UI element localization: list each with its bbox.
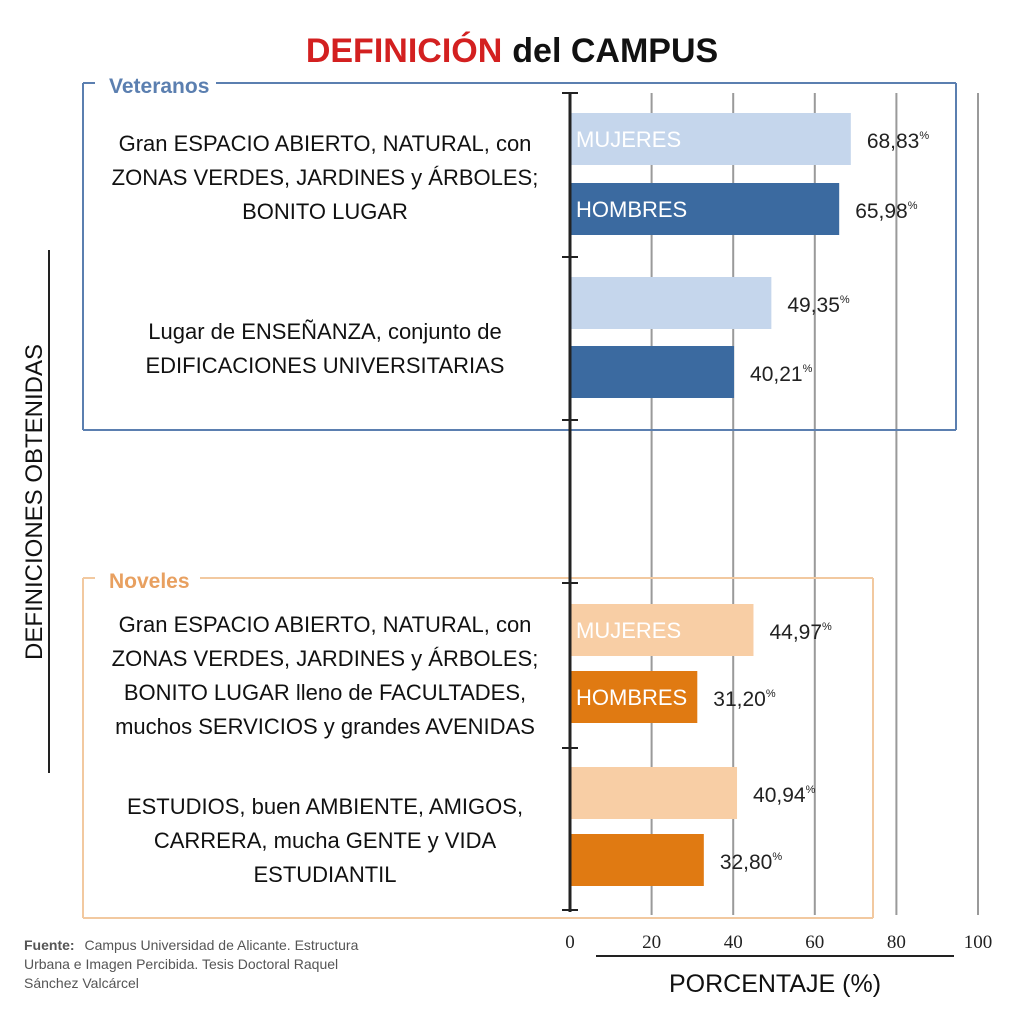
category-label: BONITO LUGAR: [242, 199, 408, 224]
category-label: EDIFICACIONES UNIVERSITARIAS: [146, 353, 505, 378]
category-label: CARRERA, mucha GENTE y VIDA: [154, 828, 497, 853]
category-label: Lugar de ENSEÑANZA, conjunto de: [148, 319, 501, 344]
category-label: ESTUDIOS, buen AMBIENTE, AMIGOS,: [127, 794, 523, 819]
source-note: Fuente: Campus Universidad de Alicante. …: [24, 937, 359, 991]
x-tick-label: 20: [642, 932, 661, 953]
category-label: ZONAS VERDES, JARDINES y ÁRBOLES;: [112, 646, 539, 671]
data-label: 40,94%: [753, 784, 816, 807]
category-label: Gran ESPACIO ABIERTO, NATURAL, con: [119, 131, 532, 156]
data-label-unit: %: [822, 621, 832, 633]
source-text-line: Sánchez Valcárcel: [24, 975, 139, 991]
data-label-value: 32,80: [720, 851, 773, 874]
bar: [570, 604, 754, 656]
data-label-unit: %: [806, 784, 816, 796]
bar: [570, 834, 704, 886]
data-label: 44,97%: [769, 621, 832, 644]
data-label: 65,98%: [855, 200, 918, 223]
x-axis-title: PORCENTAJE (%): [669, 970, 881, 998]
data-label: 32,80%: [720, 851, 783, 874]
bar-series-label: MUJERES: [576, 618, 681, 643]
bar: [570, 346, 735, 398]
data-label: 68,83%: [867, 130, 930, 153]
x-tick-label: 80: [887, 932, 906, 953]
category-label: muchos SERVICIOS y grandes AVENIDAS: [115, 714, 535, 739]
data-label-unit: %: [840, 294, 850, 306]
data-label-value: 65,98: [855, 200, 908, 223]
bar: [570, 113, 851, 165]
data-label-unit: %: [908, 200, 918, 212]
bar-series-label: HOMBRES: [576, 197, 687, 222]
data-label-value: 40,21: [750, 363, 803, 386]
data-label-unit: %: [803, 363, 813, 375]
category-label: ESTUDIANTIL: [253, 862, 396, 887]
x-tick-label: 100: [964, 932, 993, 953]
data-label: 49,35%: [787, 294, 850, 317]
chart-title-rest: del CAMPUS: [512, 32, 718, 70]
bar-series-label: MUJERES: [576, 127, 681, 152]
category-label: ZONAS VERDES, JARDINES y ÁRBOLES;: [112, 165, 539, 190]
bar: [570, 767, 738, 819]
x-tick-label: 40: [724, 932, 743, 953]
bar: [570, 277, 772, 329]
data-label-value: 68,83: [867, 130, 920, 153]
data-label: 40,21%: [750, 363, 813, 386]
bar-series-label: HOMBRES: [576, 685, 687, 710]
source-text-line: Campus Universidad de Alicante. Estructu…: [84, 937, 358, 953]
x-tick-label: 60: [805, 932, 824, 953]
chart-title-highlight: DEFINICIÓN: [306, 32, 502, 70]
data-label-unit: %: [766, 688, 776, 700]
data-label-unit: %: [919, 130, 929, 142]
data-label-value: 31,20: [713, 688, 766, 711]
data-label-value: 40,94: [753, 784, 806, 807]
group-title: Veteranos: [109, 75, 209, 98]
category-label: Gran ESPACIO ABIERTO, NATURAL, con: [119, 612, 532, 637]
category-label: BONITO LUGAR lleno de FACULTADES,: [124, 680, 526, 705]
y-axis-title: DEFINICIONES OBTENIDAS: [21, 344, 48, 660]
chart-title: DEFINICIÓN del CAMPUS: [306, 32, 718, 70]
x-tick-label: 0: [565, 932, 575, 953]
source-label: Fuente:: [24, 937, 78, 953]
data-label: 31,20%: [713, 688, 776, 711]
group-title: Noveles: [109, 570, 190, 593]
source-text-line: Urbana e Imagen Percibida. Tesis Doctora…: [24, 956, 338, 972]
bar: [570, 671, 698, 723]
bar: [570, 183, 840, 235]
data-label-value: 44,97: [769, 621, 822, 644]
data-label-value: 49,35: [787, 294, 840, 317]
data-label-unit: %: [772, 851, 782, 863]
